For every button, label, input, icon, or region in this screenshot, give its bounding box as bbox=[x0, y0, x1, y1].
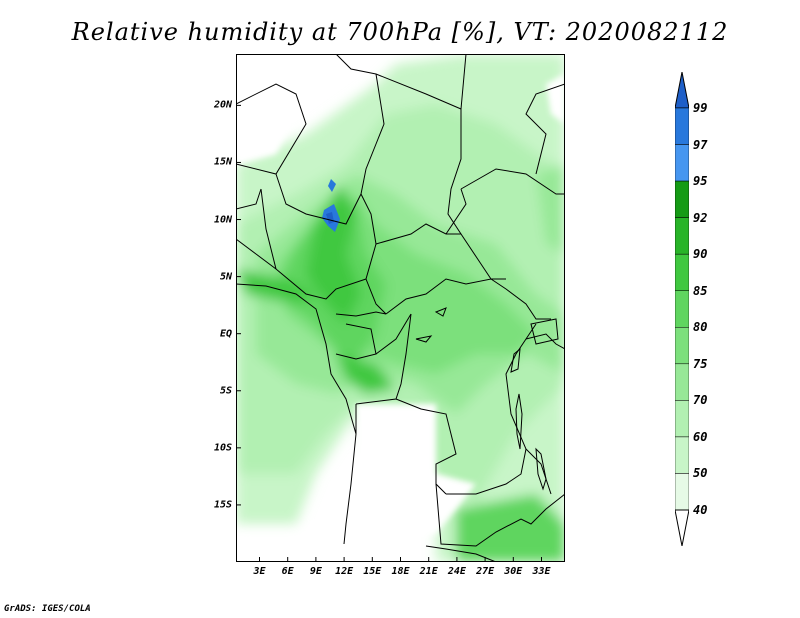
colorbar-label: 92 bbox=[693, 210, 708, 225]
colorbar-swatch bbox=[674, 436, 690, 474]
colorbar-label: 50 bbox=[693, 466, 708, 481]
lat-label: 10S bbox=[213, 442, 232, 454]
grads-credit: GrADS: IGES/COLA bbox=[4, 604, 91, 614]
lat-label: 5S bbox=[219, 385, 232, 397]
coastline bbox=[236, 283, 357, 435]
colorbar-label: 40 bbox=[693, 503, 708, 517]
colorbar-swatch bbox=[674, 400, 690, 438]
colorbar-top-arrow bbox=[674, 71, 690, 109]
colorbar-bottom-arrow bbox=[674, 509, 690, 547]
lat-label: 5N bbox=[219, 271, 232, 283]
colorbar-label: 60 bbox=[693, 429, 708, 444]
lat-label: 15N bbox=[213, 156, 232, 168]
colorbar-label: 75 bbox=[693, 356, 708, 371]
lon-label: 24E bbox=[447, 566, 466, 577]
lat-label: 20N bbox=[213, 99, 232, 111]
lon-label: 15E bbox=[363, 566, 382, 577]
lat-label: 10N bbox=[213, 214, 232, 226]
colorbar-label: 85 bbox=[693, 283, 708, 298]
map-frame bbox=[236, 54, 565, 562]
colorbar-swatch bbox=[674, 107, 690, 145]
lon-label: 21E bbox=[419, 566, 438, 577]
country-borders bbox=[236, 54, 565, 562]
map-title: Relative humidity at 700hPa [%], VT: 202… bbox=[71, 18, 729, 46]
colorbar-swatch bbox=[674, 217, 690, 255]
lon-label: 18E bbox=[391, 566, 410, 577]
colorbar-label: 99 bbox=[693, 101, 708, 115]
colorbar-swatch bbox=[674, 253, 690, 291]
humidity-field bbox=[236, 54, 565, 562]
lon-label: 33E bbox=[532, 566, 551, 577]
lon-label: 3E bbox=[253, 566, 266, 577]
dry-areas bbox=[236, 74, 565, 544]
humidity-map bbox=[236, 54, 565, 562]
lon-label: 6E bbox=[281, 566, 294, 577]
colorbar-swatch bbox=[674, 144, 690, 182]
colorbar-label: 95 bbox=[693, 174, 708, 189]
lat-label: 15S bbox=[213, 499, 232, 511]
colorbar-label: 90 bbox=[693, 247, 708, 262]
colorbar-swatch bbox=[674, 327, 690, 365]
colorbar-swatch bbox=[674, 363, 690, 401]
colorbar-label: 70 bbox=[693, 393, 708, 408]
map-panel bbox=[236, 54, 565, 562]
lakes bbox=[415, 307, 559, 491]
colorbar-label: 97 bbox=[693, 137, 708, 152]
colorbar-graphic bbox=[674, 71, 690, 547]
colorbar-swatch bbox=[674, 473, 690, 511]
colorbar-swatch bbox=[674, 290, 690, 328]
lon-label: 12E bbox=[335, 566, 354, 577]
lon-label: 30E bbox=[504, 566, 523, 577]
lon-label: 9E bbox=[309, 566, 322, 577]
lat-label: EQ bbox=[219, 328, 232, 340]
lon-label: 27E bbox=[476, 566, 495, 577]
colorbar-label: 80 bbox=[693, 320, 708, 335]
colorbar bbox=[674, 71, 690, 547]
high-humidity-patches bbox=[322, 179, 340, 232]
colorbar-swatch bbox=[674, 180, 690, 218]
